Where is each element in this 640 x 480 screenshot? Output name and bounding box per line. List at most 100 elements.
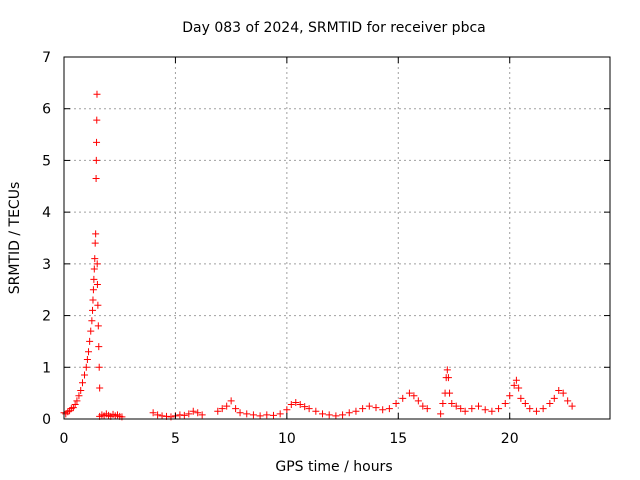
data-point bbox=[94, 322, 102, 330]
data-point bbox=[77, 387, 85, 395]
data-point bbox=[93, 260, 101, 268]
data-point bbox=[85, 348, 93, 356]
data-point bbox=[539, 405, 547, 413]
data-point bbox=[69, 404, 77, 412]
data-point bbox=[559, 389, 567, 397]
data-point bbox=[232, 405, 240, 413]
data-point bbox=[385, 405, 393, 413]
data-point bbox=[269, 411, 277, 419]
data-point bbox=[92, 175, 100, 183]
data-point bbox=[92, 230, 100, 238]
data-point bbox=[93, 138, 101, 146]
data-point bbox=[88, 317, 96, 325]
data-point bbox=[158, 412, 166, 420]
data-point bbox=[86, 337, 94, 345]
data-point bbox=[468, 405, 476, 413]
data-point bbox=[444, 374, 452, 382]
y-tick-label: 5 bbox=[42, 153, 51, 169]
data-point bbox=[296, 401, 304, 409]
data-point bbox=[93, 116, 101, 124]
y-tick-label: 0 bbox=[42, 412, 51, 428]
y-axis-label: SRMTID / TECUs bbox=[7, 182, 23, 295]
x-tick-label: 0 bbox=[60, 431, 69, 447]
data-point bbox=[94, 301, 102, 309]
data-point bbox=[95, 343, 103, 351]
data-point bbox=[501, 399, 509, 407]
data-point bbox=[550, 394, 558, 402]
data-point bbox=[405, 389, 413, 397]
data-point bbox=[81, 371, 89, 379]
data-point bbox=[180, 411, 188, 419]
data-point bbox=[410, 392, 418, 400]
data-points bbox=[60, 90, 576, 421]
data-point bbox=[379, 406, 387, 414]
y-tick-label: 3 bbox=[42, 257, 51, 273]
data-point bbox=[437, 410, 445, 418]
data-point bbox=[263, 411, 271, 419]
data-point bbox=[481, 406, 489, 414]
data-point bbox=[305, 405, 313, 413]
data-point bbox=[287, 401, 295, 409]
data-point bbox=[83, 356, 91, 364]
data-point bbox=[517, 394, 525, 402]
data-point bbox=[512, 376, 520, 384]
data-point bbox=[96, 384, 104, 392]
data-point bbox=[149, 409, 157, 417]
data-point bbox=[332, 412, 340, 420]
x-tick-label: 20 bbox=[501, 431, 519, 447]
data-point bbox=[461, 407, 469, 415]
data-point bbox=[399, 394, 407, 402]
data-point bbox=[276, 410, 284, 418]
data-point bbox=[319, 410, 327, 418]
data-point bbox=[64, 408, 72, 416]
data-point bbox=[506, 392, 514, 400]
data-point bbox=[91, 239, 99, 247]
data-point bbox=[475, 402, 483, 410]
x-tick-label: 5 bbox=[171, 431, 180, 447]
data-point bbox=[564, 397, 572, 405]
data-point bbox=[510, 381, 518, 389]
y-tick-label: 2 bbox=[42, 309, 51, 325]
x-tick-label: 10 bbox=[278, 431, 296, 447]
x-tick-labels: 0 5 10 15 20 bbox=[60, 431, 519, 447]
data-point bbox=[446, 389, 454, 397]
data-point bbox=[91, 255, 99, 263]
data-point bbox=[95, 363, 103, 371]
data-point bbox=[176, 411, 184, 419]
data-point bbox=[93, 281, 101, 289]
data-point bbox=[236, 409, 244, 417]
data-point bbox=[532, 407, 540, 415]
data-point bbox=[89, 286, 97, 294]
data-point bbox=[448, 399, 456, 407]
data-point bbox=[154, 411, 162, 419]
data-point bbox=[419, 402, 427, 410]
data-point bbox=[185, 410, 193, 418]
data-point bbox=[292, 398, 300, 406]
data-point bbox=[345, 409, 353, 417]
data-point bbox=[89, 296, 97, 304]
data-point bbox=[495, 405, 503, 413]
data-point bbox=[392, 399, 400, 407]
data-point bbox=[359, 405, 367, 413]
axes bbox=[63, 56, 611, 420]
y-tick-label: 6 bbox=[42, 102, 51, 118]
data-point bbox=[555, 387, 563, 395]
data-point bbox=[198, 411, 206, 419]
data-point bbox=[372, 404, 380, 412]
plot-frame bbox=[63, 56, 611, 420]
data-point bbox=[256, 412, 264, 420]
x-tick-label: 15 bbox=[389, 431, 407, 447]
data-point bbox=[352, 407, 360, 415]
data-point bbox=[223, 402, 231, 410]
data-point bbox=[93, 90, 101, 98]
grid bbox=[64, 57, 610, 419]
x-axis-label: GPS time / hours bbox=[275, 459, 392, 475]
data-point bbox=[214, 407, 222, 415]
data-point bbox=[90, 275, 98, 283]
data-point bbox=[243, 410, 251, 418]
data-point bbox=[87, 327, 95, 335]
data-point bbox=[443, 366, 451, 374]
data-point bbox=[283, 406, 291, 414]
data-point bbox=[71, 401, 79, 409]
